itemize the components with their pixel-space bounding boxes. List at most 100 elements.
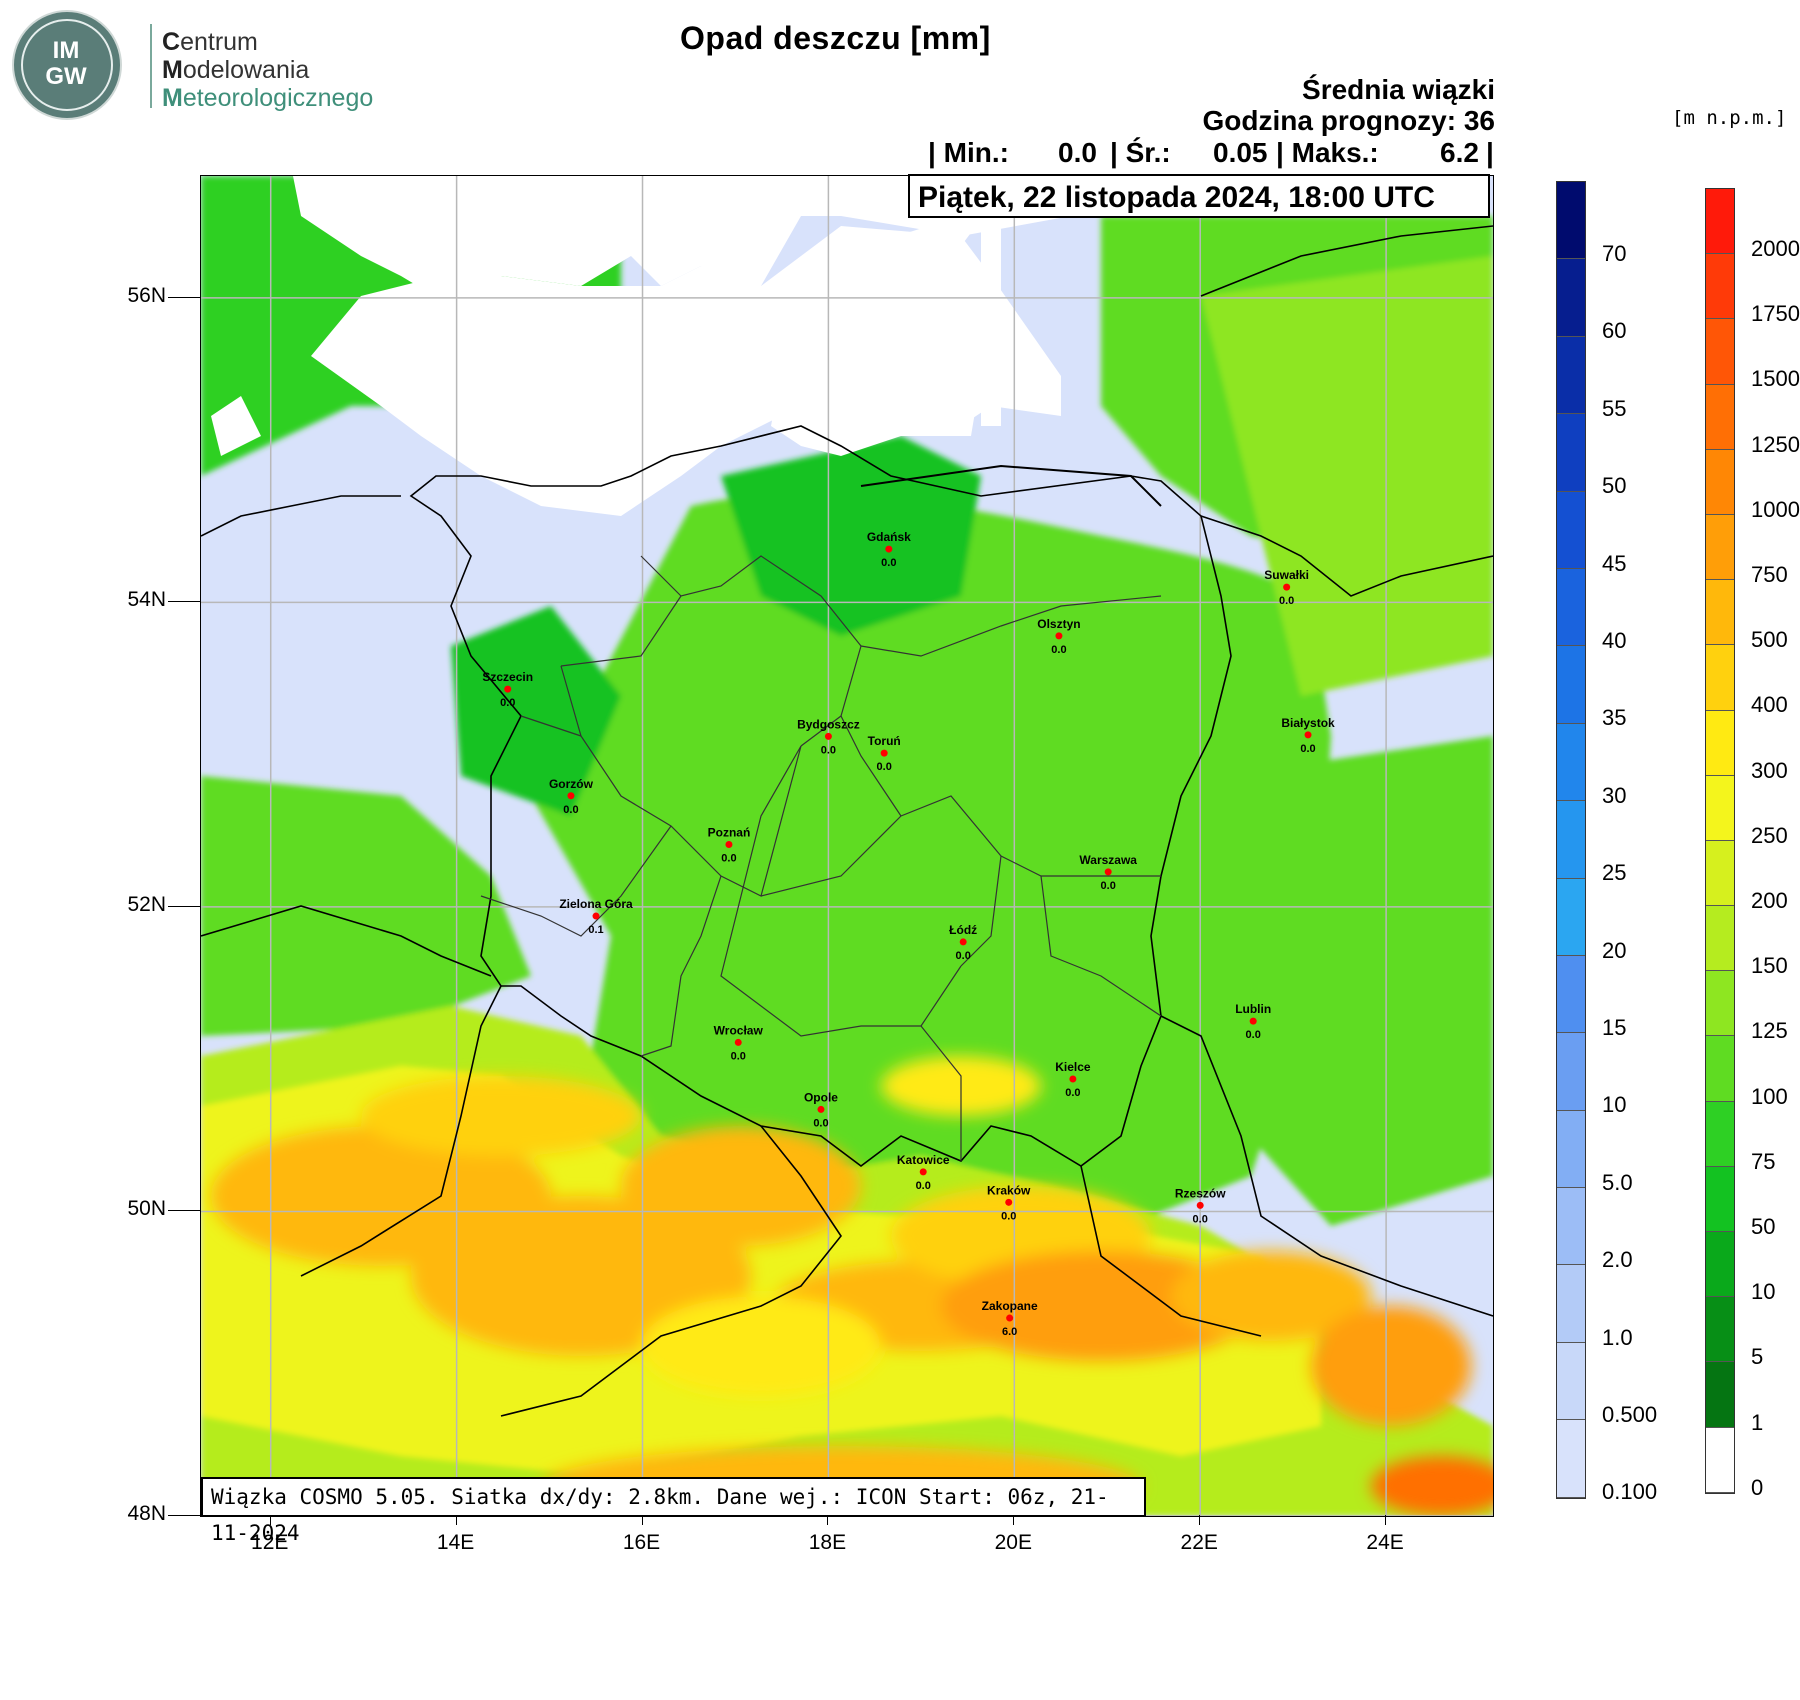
city-marker: Warszawa 0.0 [1079,853,1137,892]
city-name: Gorzów [549,777,594,791]
city-name: Katowice [897,1153,950,1167]
colorbar-label: 400 [1751,692,1788,718]
lon-tick-label: 24E [1366,1531,1404,1554]
lat-tick-label: 50N [127,1197,166,1221]
poland-border [409,425,1232,1167]
colorbar-label: 25 [1602,860,1627,886]
city-dot [880,749,888,757]
border-czech-north [200,905,492,977]
border-baltics [1200,225,1494,297]
lon-tick-label: 14E [436,1531,475,1554]
lon-tick-mark [641,1515,643,1525]
colorbar-label: 500 [1751,627,1788,653]
colorbar-swatch [1706,1297,1734,1363]
colorbar-swatch [1557,646,1585,724]
city-marker: Kielce 0.0 [1055,1060,1091,1099]
colorbar-label: 10 [1602,1092,1627,1118]
colorbar-label: 250 [1751,822,1788,848]
city-value: 0.0 [1065,1087,1080,1099]
model-info-box: Wiązka COSMO 5.05. Siatka dx/dy: 2.8km. … [201,1477,1146,1545]
colorbar-label: 5.0 [1602,1169,1633,1195]
city-value: 0.0 [877,761,892,773]
city-markers: Gdańsk 0.0 Suwałki 0.0 Olsztyn 0.0 Szczecin 0.0… [482,530,1335,1338]
colorbar-label: 125 [1751,1018,1788,1044]
lat-tick-label: 56N [127,283,166,307]
city-dot [567,792,575,800]
colorbar-swatch [1706,1036,1734,1102]
city-name: Suwałki [1264,568,1309,582]
city-marker: Toruń 0.0 [868,734,901,773]
colorbar-swatch [1557,1420,1585,1498]
city-marker: Lublin 0.0 [1235,1002,1271,1041]
colorbar-swatch [1557,182,1585,260]
city-name: Kielce [1055,1060,1091,1074]
colorbar-swatch [1557,878,1585,956]
city-marker: Wrocław 0.0 [714,1023,764,1062]
colorbar-label: 150 [1751,953,1788,979]
stats-line: | Min.: 0.0 | Śr.: 0.05 | Maks.: 6.2 | [928,137,1498,169]
colorbar-label: 20 [1602,937,1627,963]
stat-max-label: | Maks.: [1276,137,1379,168]
colorbar-swatch [1557,801,1585,879]
city-marker: Zakopane 6.0 [982,1299,1038,1338]
lon-tick-label: 18E [808,1531,847,1554]
stat-end: | [1486,137,1494,168]
stat-min-value: 0.0 [1058,137,1097,168]
city-dot [592,912,600,920]
city-value: 0.0 [813,1117,828,1129]
lat-tick-label: 52N [127,892,166,916]
colorbar-label: 40 [1602,628,1627,653]
colorbar-label: 50 [1602,473,1627,499]
precipitation-map: Gdańsk 0.0 Suwałki 0.0 Olsztyn 0.0 Szczecin 0.0… [200,175,1511,1526]
coast-germany [200,495,401,537]
lon-tick-mark [455,1515,457,1525]
colorbar-label: 2000 [1751,236,1800,261]
city-marker: Kraków 0.0 [987,1183,1031,1222]
city-name: Gdańsk [867,530,911,544]
imgw-logo: IM GW Centrum Modelowania Meteorologiczne… [12,10,382,120]
border-slovakia [500,1125,842,1417]
lon-tick-label: 20E [994,1531,1032,1554]
colorbar-swatch [1557,1265,1585,1343]
colorbar-swatch [1706,971,1734,1037]
lon-tick-mark [1385,1515,1387,1525]
colorbar-swatch [1706,189,1734,255]
colorbar-label: 55 [1602,395,1627,421]
city-dot [1069,1075,1077,1083]
city-name: Kraków [987,1183,1031,1197]
city-value: 0.0 [500,697,515,709]
colorbar-label: 50 [1751,1214,1776,1239]
colorbar-swatch [1706,906,1734,972]
city-dot [1196,1201,1204,1209]
city-value: 0.0 [563,804,578,816]
colorbar-swatch [1706,514,1734,581]
voivodeship-borders [480,555,1162,1161]
stat-min-label: | Min.: [928,137,1009,168]
city-dot [959,938,967,946]
city-name: Bydgoszcz [797,717,860,731]
colorbar-swatch [1706,1166,1734,1232]
colorbar-swatch [1706,384,1734,450]
colorbar-label: 200 [1751,888,1788,913]
city-name: Poznań [708,825,751,839]
city-value: 6.0 [1002,1326,1017,1338]
city-name: Szczecin [482,670,533,684]
city-dot [1304,731,1312,739]
city-dot [817,1105,825,1113]
city-name: Opole [804,1090,838,1104]
city-dot [824,732,832,740]
city-marker: Gorzów 0.0 [549,777,594,816]
colorbar-swatch [1557,1342,1585,1421]
colorbar-swatch [1557,1033,1585,1111]
logo-org-name: Centrum Modelowania Meteorologicznego [162,28,374,112]
colorbar-swatch [1706,1362,1734,1428]
colorbar-label: 60 [1602,318,1627,344]
city-value: 0.0 [821,744,836,756]
city-value: 0.0 [916,1180,931,1192]
colorbar-label: 10 [1751,1279,1776,1305]
lon-tick-mark [1199,1515,1201,1525]
lat-tick-mark [168,1210,200,1212]
city-value: 0.0 [1300,743,1315,755]
border-lithuania [1200,515,1494,597]
colorbar-swatch [1557,491,1585,569]
